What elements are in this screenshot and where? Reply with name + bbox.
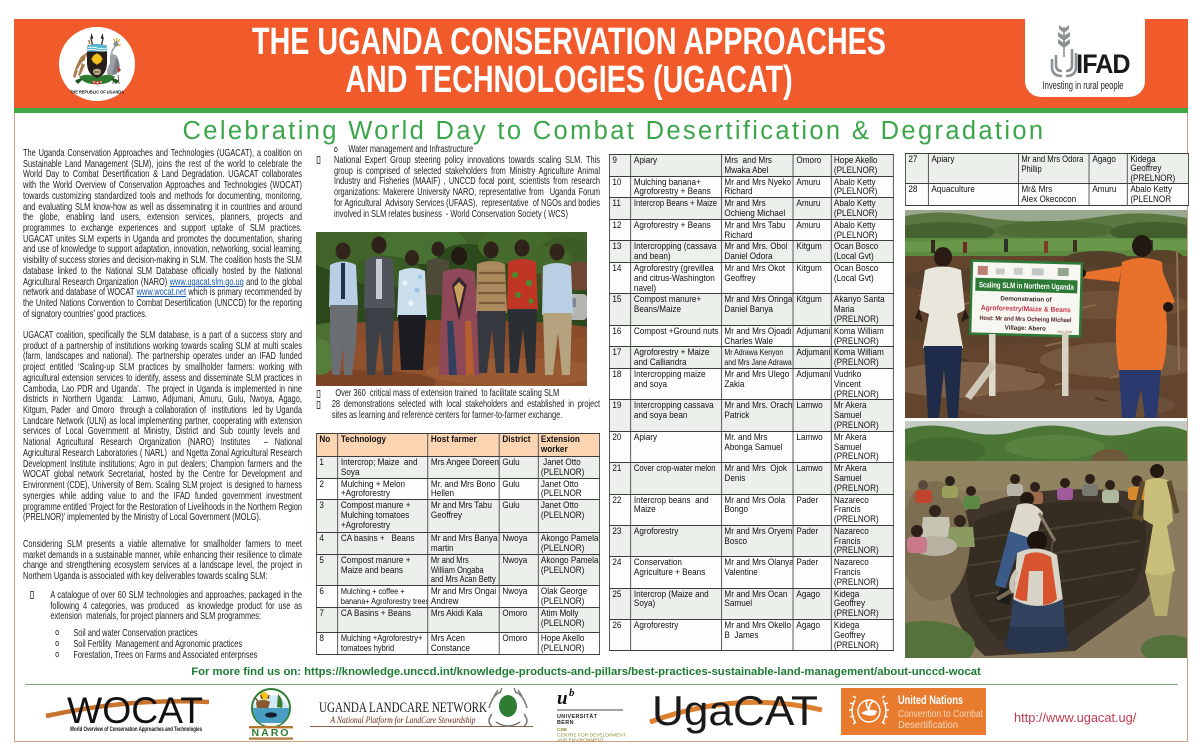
svg-text:CDE: CDE [557,727,568,733]
svg-text:CENTRE FOR DEVELOPMENT: CENTRE FOR DEVELOPMENT [557,733,626,739]
svg-text:Demonstration of: Demonstration of [1000,295,1052,303]
svg-text:United Nations: United Nations [898,695,963,707]
svg-text:A National Platform for LandCa: A National Platform for LandCare Steward… [330,715,476,726]
svg-text:BERN: BERN [557,720,574,726]
svg-text:THE REPUBLIC OF UGANDA: THE REPUBLIC OF UGANDA [70,90,124,95]
svg-text:IFAD: IFAD [1076,48,1130,79]
svg-text:Village: Abero: Village: Abero [1005,324,1047,332]
svg-text:Desertification: Desertification [898,720,958,731]
svg-text:Agroforestry/Maize & Beans: Agroforestry/Maize & Beans [981,305,1071,314]
svg-text:Host: Mr and Mrs Ocheing Micha: Host: Mr and Mrs Ocheing Michael [979,315,1071,324]
svg-text:NARO: NARO [252,727,291,739]
svg-text:u: u [557,688,568,709]
svg-text:World Overview of Conservation: World Overview of Conservation Approache… [70,726,202,733]
svg-text:WOCAT: WOCAT [67,690,203,731]
svg-text:Investing in rural people: Investing in rural people [1043,80,1124,92]
svg-text:AND ENVIRONMENT: AND ENVIRONMENT [557,738,604,743]
svg-text:UGANDA LANDCARE NETWORK: UGANDA LANDCARE NETWORK [319,700,487,716]
svg-text:Scaling SLM in Northern Uganda: Scaling SLM in Northern Uganda [979,280,1075,291]
svg-text:b: b [569,687,575,699]
svg-text:UNIVERSITÄT: UNIVERSITÄT [557,713,598,720]
svg-text:UgaCAT: UgaCAT [652,687,818,734]
svg-text:Convention to Combat: Convention to Combat [898,709,983,720]
